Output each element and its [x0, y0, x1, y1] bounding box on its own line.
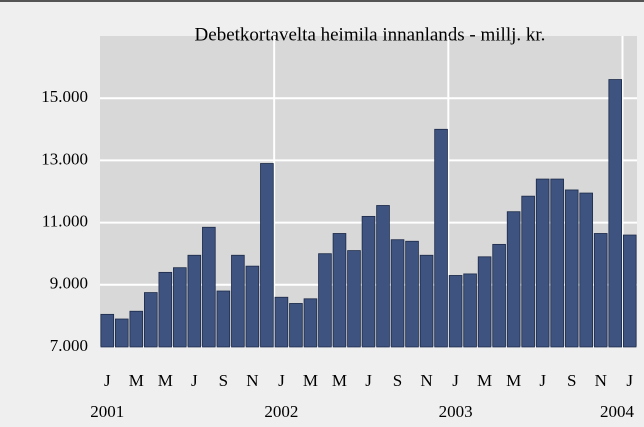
x-year-label: 2002 — [264, 402, 298, 421]
bar — [216, 290, 231, 348]
x-tick-label: J — [539, 371, 546, 390]
bar — [506, 211, 521, 348]
x-tick-label: N — [420, 371, 432, 390]
x-tick-label: S — [393, 371, 402, 390]
bar — [332, 233, 347, 348]
y-tick-label: 11.000 — [42, 212, 88, 231]
x-tick-label: J — [452, 371, 459, 390]
bar — [390, 239, 405, 348]
bar — [245, 265, 260, 348]
bar — [289, 303, 303, 348]
bar — [129, 310, 144, 348]
x-tick-label: S — [219, 371, 228, 390]
x-tick-label: J — [278, 371, 285, 390]
bar — [260, 163, 274, 348]
bar — [448, 275, 463, 348]
x-tick-label: J — [626, 371, 633, 390]
bar — [202, 226, 216, 348]
bar — [608, 79, 623, 348]
bar — [376, 205, 390, 348]
bar — [405, 240, 419, 348]
bar — [593, 233, 608, 348]
bar — [434, 128, 448, 348]
x-year-label: 2004 — [600, 402, 635, 421]
bar — [144, 292, 158, 348]
x-tick-label: J — [191, 371, 198, 390]
x-tick-label: M — [303, 371, 318, 390]
x-tick-label: J — [104, 371, 111, 390]
bar — [463, 273, 477, 348]
bar — [579, 192, 593, 348]
bar — [361, 215, 376, 348]
bar — [492, 243, 506, 348]
bar — [564, 189, 579, 348]
bar — [622, 234, 637, 348]
y-tick-label: 15.000 — [41, 87, 88, 106]
x-year-label: 2001 — [90, 402, 124, 421]
bar — [303, 298, 318, 348]
x-tick-label: N — [595, 371, 607, 390]
bar — [114, 318, 129, 348]
y-tick-label: 9.000 — [50, 274, 88, 293]
x-tick-label: M — [129, 371, 144, 390]
x-tick-label: N — [246, 371, 258, 390]
x-tick-label: M — [506, 371, 521, 390]
bar — [419, 254, 434, 348]
bar — [535, 178, 550, 348]
bar — [318, 253, 332, 348]
y-tick-label: 7.000 — [50, 336, 88, 355]
bar — [550, 178, 564, 348]
bar — [347, 250, 361, 348]
bar — [158, 271, 173, 348]
bar — [187, 254, 202, 348]
bar — [274, 296, 289, 348]
chart-title: Debetkortavelta heimila innanlands - mil… — [195, 24, 546, 45]
bar — [231, 254, 245, 348]
x-tick-label: M — [158, 371, 173, 390]
x-tick-label: J — [365, 371, 372, 390]
bar — [521, 195, 535, 348]
bar — [477, 256, 492, 348]
x-tick-label: M — [332, 371, 347, 390]
x-tick-label: M — [477, 371, 492, 390]
x-tick-label: S — [567, 371, 576, 390]
bar — [100, 313, 115, 348]
y-tick-label: 13.000 — [41, 149, 88, 168]
x-year-label: 2003 — [439, 402, 473, 421]
bar — [173, 267, 187, 348]
